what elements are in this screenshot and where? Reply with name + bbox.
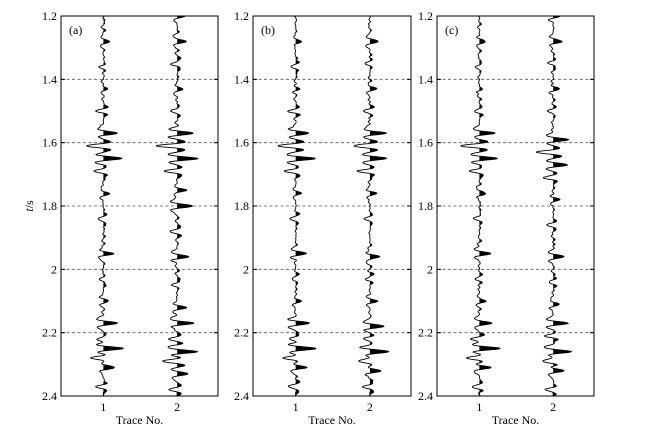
- y-tick-label: 2: [51, 262, 57, 276]
- trace-2-fill: [369, 29, 389, 395]
- y-tick-label: 2: [427, 262, 433, 276]
- y-tick-label: 1.2: [42, 9, 57, 23]
- x-tick-label: 1: [100, 400, 106, 414]
- trace-1-fill: [479, 23, 500, 393]
- x-axis-title: Trace No.: [308, 413, 356, 427]
- x-tick-label: 2: [367, 400, 373, 414]
- panels-group: 1 2 1.2 1.4 1.6 1.8 2 2.2 2.4 (a) Trace No. t/s 1 2 1.…: [22, 9, 595, 427]
- x-axis-title: Trace No.: [492, 413, 540, 427]
- y-tick-label: 1.4: [234, 72, 249, 86]
- x-axis-title: Trace No.: [116, 413, 164, 427]
- trace-1-line: [86, 15, 125, 397]
- trace-2-line: [535, 15, 573, 397]
- trace-2-line: [155, 15, 199, 397]
- y-tick-label: 2.4: [42, 389, 57, 403]
- y-tick-label: 2.2: [418, 326, 433, 340]
- y-axis-title: t/s: [22, 200, 36, 212]
- y-tick-label: 1.6: [42, 136, 57, 150]
- trace-2-fill: [177, 16, 198, 396]
- x-tick-label: 1: [476, 400, 482, 414]
- trace-2-fill: [553, 16, 572, 396]
- panel-label: (c): [445, 23, 458, 37]
- y-tick-label: 1.2: [234, 9, 249, 23]
- trace-1-line: [460, 15, 501, 397]
- y-tick-label: 2.2: [234, 326, 249, 340]
- y-tick-label: 1.2: [418, 9, 433, 23]
- x-tick-label: 2: [174, 400, 180, 414]
- y-tick-label: 1.8: [42, 199, 57, 213]
- panel-label: (a): [69, 23, 82, 37]
- panel-c: 1 2 1.2 1.4 1.6 1.8 2 2.2 2.4 (c) Trace No.: [418, 9, 595, 427]
- y-tick-label: 1.8: [234, 199, 249, 213]
- y-tick-label: 2.4: [418, 389, 433, 403]
- y-tick-label: 1.6: [234, 136, 249, 150]
- trace-1-fill: [103, 16, 124, 394]
- panel-b: 1 2 1.2 1.4 1.6 1.8 2 2.2 2.4 (b) Trace No.: [234, 9, 412, 427]
- y-tick-label: 2.2: [42, 326, 57, 340]
- trace-2-line: [353, 15, 390, 397]
- x-tick-label: 2: [550, 400, 556, 414]
- panel-a: 1 2 1.2 1.4 1.6 1.8 2 2.2 2.4 (a) Trace No. t/s: [22, 9, 219, 427]
- y-tick-label: 1.4: [418, 72, 433, 86]
- trace-1-line: [277, 15, 317, 396]
- panel-label: (b): [261, 23, 275, 37]
- x-tick-label: 1: [293, 400, 299, 414]
- y-tick-label: 1.4: [42, 72, 57, 86]
- y-tick-label: 2.4: [234, 389, 249, 403]
- y-tick-label: 1.6: [418, 136, 433, 150]
- y-tick-label: 1.8: [418, 199, 433, 213]
- y-tick-label: 2: [243, 262, 249, 276]
